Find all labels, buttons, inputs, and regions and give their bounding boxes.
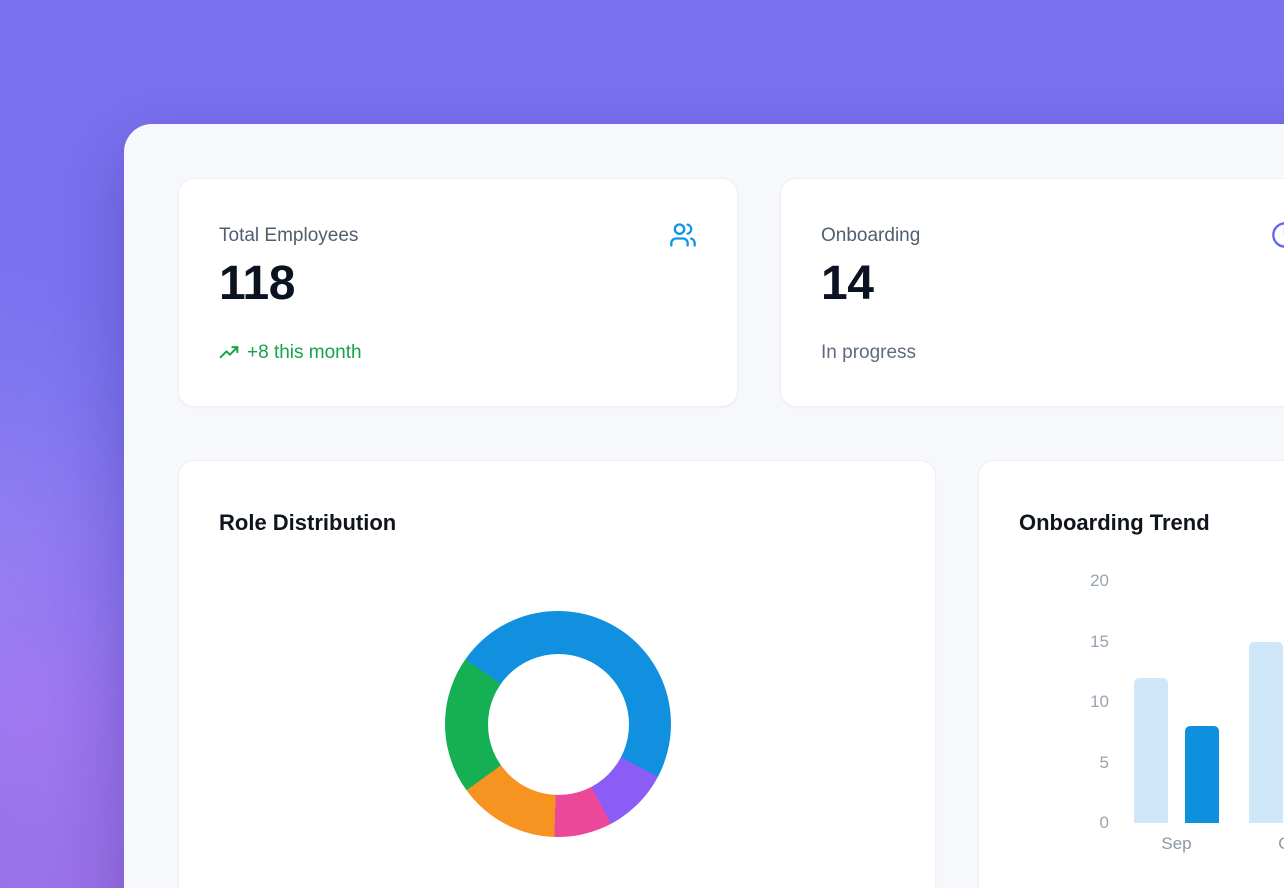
y-axis-tick: 0 <box>1099 813 1109 832</box>
stat-label: Total Employees <box>219 225 359 246</box>
trending-up-icon <box>219 343 239 363</box>
onboarding-card: Onboarding 14 In progress <box>780 178 1284 407</box>
stat-label: Onboarding <box>821 225 921 246</box>
bar-plot: Sep Oct <box>1134 581 1284 853</box>
y-axis-tick: 20 <box>1090 571 1109 590</box>
donut-hole <box>487 653 629 795</box>
stat-value: 118 <box>219 257 295 310</box>
x-axis-label: Oct <box>1249 833 1284 855</box>
chart-title: Onboarding Trend <box>1019 510 1210 535</box>
y-axis-tick: 15 <box>1090 631 1109 651</box>
stat-delta: +8 this month <box>219 341 362 365</box>
role-donut-chart <box>445 611 671 837</box>
onboarding-bar-chart: 20 15 10 5 0 Sep Oct <box>1019 571 1284 881</box>
bar-y-axis: 20 15 10 5 0 <box>1019 571 1109 832</box>
total-employees-card: Total Employees 118 +8 this month <box>178 178 738 407</box>
dashboard-panel: Total Employees 118 +8 this month Onboar… <box>124 124 1284 888</box>
bar-oct-light <box>1249 641 1283 823</box>
stat-subtext: In progress <box>821 342 917 363</box>
stat-value: 14 <box>821 257 874 310</box>
y-axis-tick: 5 <box>1099 752 1109 772</box>
onboarding-trend-card: Onboarding Trend 20 15 10 5 0 Sep Oct <box>978 460 1284 888</box>
bar-sep-dark <box>1185 726 1219 823</box>
stat-delta-text: +8 this month <box>247 342 362 363</box>
x-axis-label: Sep <box>1161 834 1192 853</box>
clock-icon <box>1271 221 1284 249</box>
y-axis-tick: 10 <box>1090 692 1109 711</box>
chart-title: Role Distribution <box>219 510 397 535</box>
users-icon <box>669 221 697 249</box>
bar-sep-light <box>1134 677 1168 823</box>
role-distribution-card: Role Distribution <box>178 460 936 888</box>
